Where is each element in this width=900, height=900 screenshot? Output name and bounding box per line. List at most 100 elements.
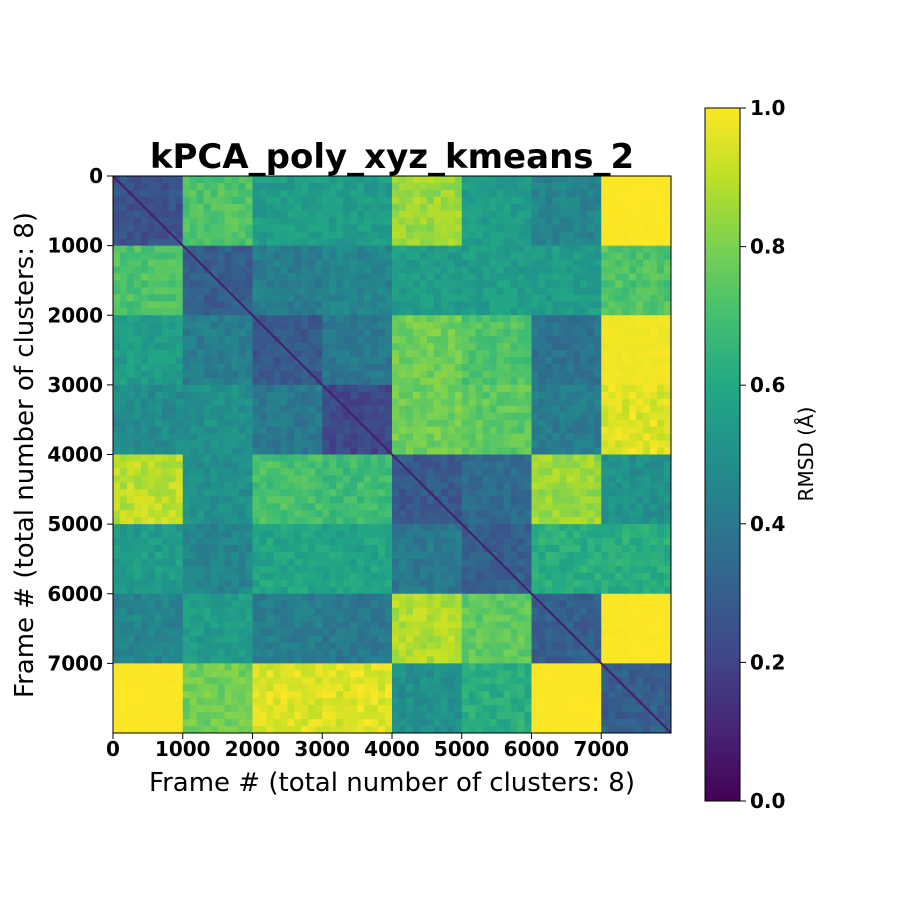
heatmap-cell [468,210,477,219]
heatmap-cell [224,538,232,546]
heatmap-cell [531,551,539,560]
heatmap-cell [545,496,553,504]
heatmap-cell [622,565,630,574]
heatmap-cell [559,405,567,414]
heatmap-cell [350,489,358,497]
heatmap-cell [301,203,309,212]
heatmap-cell [447,524,456,532]
heatmap-cell [161,217,170,226]
heatmap-cell [273,217,281,226]
heatmap-cell [350,266,358,274]
heatmap-cell [433,412,442,421]
heatmap-cell [322,433,330,441]
heatmap-cell [405,538,414,546]
heatmap-cell [280,252,288,260]
heatmap-cell [412,426,421,435]
heatmap-cell [273,203,281,212]
heatmap-cell [119,350,128,358]
heatmap-cell [273,461,281,469]
heatmap-cell [210,496,219,504]
heatmap-cell [475,315,484,323]
heatmap-cell [210,301,219,309]
heatmap-cell [468,454,477,462]
heatmap-cell [392,217,400,226]
heatmap-cell [601,531,609,539]
heatmap-cell [119,203,128,212]
heatmap-cell [622,538,630,546]
heatmap-cell [133,266,142,274]
heatmap-cell [287,210,295,219]
heatmap-cell [259,565,267,574]
heatmap-cell [133,336,142,344]
heatmap-cell [378,322,386,330]
heatmap-cell [266,468,274,476]
heatmap-cell [343,329,351,337]
heatmap-cell [545,454,553,462]
heatmap-cell [266,203,274,212]
heatmap-cell [454,266,463,274]
heatmap-cell [385,308,393,316]
heatmap-cell [119,370,128,379]
heatmap-cell [224,558,232,567]
heatmap-cell [126,412,135,421]
heatmap-cell [350,210,358,219]
heatmap-cell [182,294,191,302]
heatmap-cell [371,551,379,560]
heatmap-cell [503,301,511,309]
heatmap-cell [301,217,309,226]
heatmap-cell [231,531,239,539]
heatmap-cell [238,210,246,219]
heatmap-cell [580,586,588,595]
heatmap-cell [119,196,128,205]
heatmap-cell [433,370,442,379]
heatmap-cell [252,322,260,330]
heatmap-cell [315,572,323,581]
heatmap-cell [364,308,372,316]
heatmap-cell [259,412,267,421]
heatmap-cell [573,238,581,247]
heatmap-cell [210,482,219,490]
heatmap-cell [517,210,525,219]
heatmap-cell [440,412,449,421]
heatmap-cell [622,586,630,595]
heatmap-cell [489,203,498,212]
heatmap-cell [280,287,288,295]
heatmap-cell [238,294,246,302]
heatmap-cell [119,628,128,636]
heatmap-cell [636,357,644,365]
heatmap-cell [405,454,414,462]
heatmap-cell [426,447,435,455]
heatmap-cell [140,496,149,504]
heatmap-cell [496,224,504,233]
heatmap-cell [259,294,267,302]
heatmap-cell [496,182,504,191]
heatmap-cell [231,440,239,448]
heatmap-cell [524,238,532,247]
heatmap-cell [433,336,442,344]
heatmap-cell [468,558,477,567]
heatmap-cell [357,287,365,295]
heatmap-cell [113,475,121,483]
heatmap-cell [231,252,239,260]
heatmap-cell [468,517,477,525]
heatmap-cell [482,217,491,226]
heatmap-cell [608,308,616,316]
heatmap-cell [622,405,630,414]
heatmap-cell [517,231,525,240]
heatmap-cell [301,461,309,469]
heatmap-cell [133,482,142,490]
heatmap-cell [126,224,135,233]
heatmap-cell [643,558,651,567]
heatmap-cell [133,586,142,595]
heatmap-cell [489,210,498,219]
heatmap-cell [615,572,623,581]
heatmap-cell [147,266,156,274]
heatmap-cell [468,551,477,560]
heatmap-cell [224,405,232,414]
heatmap-cell [371,454,379,462]
heatmap-cell [147,224,156,233]
heatmap-cell [566,440,574,448]
heatmap-cell [161,565,170,574]
heatmap-cell [629,189,637,198]
heatmap-cell [154,621,163,629]
